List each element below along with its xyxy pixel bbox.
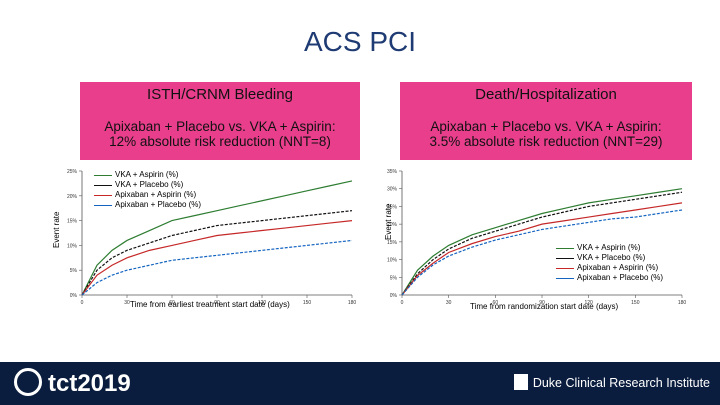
series-line-2 — [401, 202, 683, 296]
legend-swatch — [556, 267, 574, 269]
legend-item: VKA + Aspirin (%) — [94, 170, 201, 180]
legend-item: VKA + Placebo (%) — [556, 253, 663, 263]
legend-label: Apixaban + Placebo (%) — [577, 273, 664, 282]
x-tick-label: 150 — [303, 300, 312, 306]
x-tick-label: 0 — [401, 300, 404, 306]
x-tick-label: 90 — [539, 300, 545, 306]
y-tick-label: 15% — [67, 219, 78, 225]
panel-right-title: Death/Hospitalization — [475, 86, 617, 103]
legend-item: Apixaban + Placebo (%) — [94, 200, 201, 210]
legend-swatch — [556, 257, 574, 259]
panel-left-title: ISTH/CRNM Bleeding — [147, 86, 293, 103]
tct-logo: tct2019 — [14, 368, 131, 398]
series-line-1 — [81, 210, 353, 296]
right-legend: VKA + Aspirin (%) VKA + Placebo (%) Apixab… — [556, 243, 663, 283]
left-legend: VKA + Aspirin (%) VKA + Placebo (%) Apixab… — [94, 170, 201, 210]
x-tick-label: 60 — [493, 300, 499, 306]
x-tick-label: 30 — [446, 300, 452, 306]
y-tick-label: 25% — [67, 169, 78, 175]
x-tick-label: 90 — [214, 300, 220, 306]
y-tick-label: 20% — [67, 194, 78, 200]
duke-logo-text: Duke Clinical Research Institute — [532, 376, 710, 390]
footer-bar: tct2019 Duke Clinical Research Institute — [0, 362, 720, 405]
legend-label: VKA + Aspirin (%) — [577, 243, 641, 252]
y-tick-label: 0% — [70, 293, 78, 299]
x-tick-label: 120 — [584, 300, 593, 306]
legend-swatch — [94, 204, 112, 206]
left-x-axis-label: Time from earliest treatment start date … — [130, 300, 290, 309]
y-tick-label: 10% — [387, 258, 398, 264]
panel-right-result: 3.5% absolute risk reduction (NNT=29) — [429, 134, 663, 149]
legend-item: VKA + Aspirin (%) — [556, 243, 663, 253]
y-tick-label: 15% — [387, 240, 398, 246]
right-y-axis-label: Event rate — [384, 203, 393, 240]
legend-item: Apixaban + Aspirin (%) — [94, 190, 201, 200]
series-line-2 — [81, 220, 353, 296]
legend-label: Apixaban + Aspirin (%) — [115, 190, 197, 199]
panel-right-header: Death/Hospitalization Apixaban + Placebo… — [400, 82, 692, 160]
series-line-0 — [401, 188, 683, 296]
series-line-3 — [401, 209, 683, 296]
panel-left-header: ISTH/CRNM Bleeding Apixaban + Placebo vs… — [80, 82, 360, 160]
duke-logo: Duke Clinical Research Institute — [513, 374, 710, 390]
series-line-3 — [81, 239, 353, 296]
x-tick-label: 150 — [631, 300, 640, 306]
right-x-axis-label: Time from randomization start date (days… — [470, 302, 619, 311]
y-tick-label: 30% — [387, 187, 398, 193]
legend-label: VKA + Placebo (%) — [577, 253, 646, 262]
legend-swatch — [94, 194, 112, 196]
legend-swatch — [94, 174, 112, 176]
y-tick-label: 35% — [387, 169, 398, 175]
legend-label: VKA + Placebo (%) — [115, 180, 184, 189]
y-tick-label: 5% — [70, 268, 78, 274]
legend-label: Apixaban + Aspirin (%) — [577, 263, 659, 272]
death-hospitalization-chart: 0% 5% 10% 15% 20% 25% 30% 35% 0 30 60 90 120 150 180 — [387, 169, 687, 306]
y-tick-label: 0% — [390, 293, 398, 299]
series-line-0 — [81, 180, 353, 296]
panel-right-comparison: Apixaban + Placebo vs. VKA + Aspirin: — [430, 119, 662, 134]
legend-item: Apixaban + Aspirin (%) — [556, 263, 663, 273]
legend-label: Apixaban + Placebo (%) — [115, 200, 202, 209]
legend-swatch — [556, 277, 574, 279]
series-line-1 — [401, 191, 683, 296]
bleeding-chart: 0% 5% 10% 15% 20% 25% 0 30 60 90 120 150 180 — [67, 169, 357, 306]
x-tick-label: 30 — [124, 300, 130, 306]
y-tick-label: 5% — [390, 275, 398, 281]
x-tick-label: 180 — [678, 300, 687, 306]
x-tick-label: 180 — [348, 300, 357, 306]
slide-title: ACS PCI — [303, 26, 417, 57]
y-tick-label: 10% — [67, 243, 78, 249]
duke-shield-icon — [513, 374, 528, 390]
panel-left-comparison: Apixaban + Placebo vs. VKA + Aspirin: — [104, 119, 336, 134]
legend-item: Apixaban + Placebo (%) — [556, 273, 663, 283]
x-tick-label: 0 — [81, 300, 84, 306]
legend-swatch — [556, 247, 574, 249]
heart-icon — [14, 368, 42, 396]
legend-swatch — [94, 184, 112, 186]
y-tick-label: 25% — [387, 204, 398, 210]
x-tick-label: 120 — [258, 300, 267, 306]
panel-left-result: 12% absolute risk reduction (NNT=8) — [109, 134, 331, 149]
y-tick-label: 20% — [387, 222, 398, 228]
left-y-axis-label: Event rate — [52, 211, 61, 248]
x-tick-label: 60 — [169, 300, 175, 306]
legend-label: VKA + Aspirin (%) — [115, 170, 179, 179]
tct-logo-text: tct2019 — [48, 370, 131, 397]
legend-item: VKA + Placebo (%) — [94, 180, 201, 190]
